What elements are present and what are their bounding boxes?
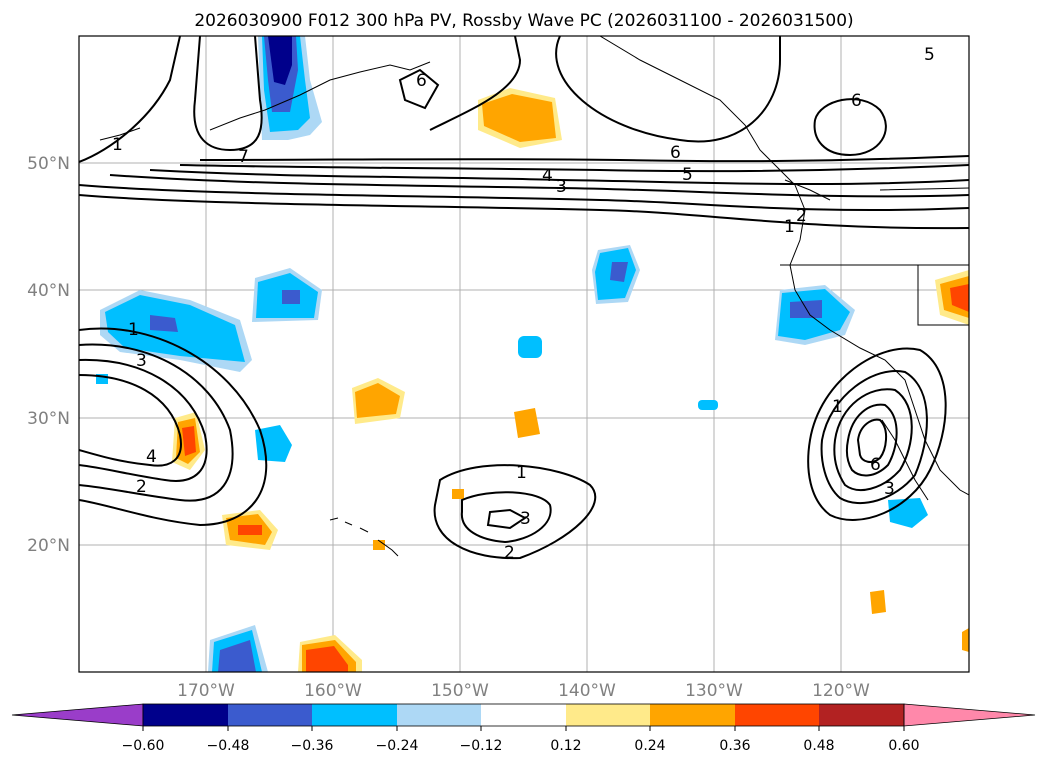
contour-central-high-2 <box>460 491 552 544</box>
contour-label-1-east: 1 <box>832 397 843 417</box>
contour-west-low-3 <box>79 358 208 482</box>
contour-label-2-central: 2 <box>504 543 515 563</box>
colorbar-tick-label: −0.24 <box>376 738 419 754</box>
contour-central-high-3 <box>486 508 527 530</box>
map-frame <box>78 35 970 673</box>
lon-axis-labels: 170°W 160°W 150°W 140°W 130°W 120°W <box>177 681 870 701</box>
contour-west-low-2 <box>79 343 234 502</box>
colorbar-swatch-3 <box>312 704 397 726</box>
contour-label-3-band: 3 <box>556 177 567 197</box>
contour-label-5-northeast: 5 <box>924 45 935 65</box>
negative-anomaly-blob-mid-pacific <box>592 245 640 304</box>
contour-label-1-alaska: 1 <box>112 135 123 155</box>
lat-label-30n: 30°N <box>27 409 70 429</box>
gridlines <box>79 36 969 672</box>
contour-label-7-alaska: 7 <box>238 147 249 167</box>
contour-label-3-central: 3 <box>520 509 531 529</box>
figure-title: 2026030900 F012 300 hPa PV, Rossby Wave … <box>194 11 853 31</box>
contour-zonal-band-1 <box>79 194 969 230</box>
contour-east-low-3 <box>833 388 913 491</box>
colorbar-extend-high <box>903 703 1036 727</box>
colorbar-tick-label: 0.48 <box>803 738 834 754</box>
contour-label-4-west: 4 <box>146 447 157 467</box>
colorbar-tick-label: −0.36 <box>291 738 334 754</box>
colorbar-swatch-4 <box>397 704 481 726</box>
colorbar-tick-label: −0.60 <box>122 738 165 754</box>
contour-label-2-coast: 2 <box>796 206 807 226</box>
contour-alaska-trough <box>79 36 263 163</box>
colorbar-ticks <box>142 726 905 731</box>
contour-zonal-band-4 <box>149 169 969 186</box>
contour-label-1-west: 1 <box>128 320 139 340</box>
lon-label-120w: 120°W <box>812 681 870 701</box>
colorbar-swatch-2 <box>228 704 312 726</box>
contour-zonal-band-5 <box>179 164 969 173</box>
contour-central-high-1 <box>433 464 597 560</box>
contour-east-low-2 <box>820 370 928 505</box>
contour-label-4-band: 4 <box>542 166 553 186</box>
lon-label-160w: 160°W <box>304 681 362 701</box>
contour-zonal-band-3 <box>109 174 969 198</box>
colorbar-swatch-7 <box>650 704 735 726</box>
contour-label-6-east: 6 <box>870 455 881 475</box>
colorbar-swatch-6 <box>566 704 650 726</box>
lon-label-170w: 170°W <box>177 681 235 701</box>
map-panel: 1 3 4 2 1 3 2 4 3 5 6 2 1 6 6 5 7 1 6 3 <box>78 35 970 673</box>
colorbar-swatch-5 <box>481 704 566 726</box>
lat-label-40n: 40°N <box>27 281 70 301</box>
colorbar-tick-label: 0.12 <box>550 738 581 754</box>
positive-anomaly-blob-central <box>172 270 969 672</box>
lat-axis-labels: 50°N 40°N 30°N 20°N <box>27 154 70 556</box>
contour-label-6-north: 6 <box>416 71 427 91</box>
colorbar-swatch-8 <box>735 704 819 726</box>
lon-label-130w: 130°W <box>685 681 743 701</box>
coastlines <box>99 36 969 557</box>
contour-label-group: 1 3 4 2 1 3 2 4 3 5 6 2 1 6 6 5 7 1 6 3 <box>112 45 935 563</box>
lat-label-50n: 50°N <box>27 154 70 174</box>
contour-east-low-4 <box>845 403 898 477</box>
contour-label-1-central: 1 <box>516 463 527 483</box>
contour-lines <box>79 36 969 560</box>
positive-anomaly-blob-gulf-of-alaska <box>478 88 562 148</box>
colorbar-tick-label: −0.48 <box>207 738 250 754</box>
contour-label-2-west: 2 <box>136 477 147 497</box>
contour-east-low-1 <box>807 347 947 521</box>
negative-anomaly-blob-alaska <box>258 36 322 140</box>
contour-label-3-west: 3 <box>136 351 147 371</box>
contour-label-6-band: 6 <box>670 143 681 163</box>
negative-anomaly-blob-small <box>96 336 928 672</box>
contour-west-low-1 <box>79 327 268 527</box>
lon-label-150w: 150°W <box>431 681 489 701</box>
colorbar-swatch-9 <box>819 704 904 726</box>
negative-anomaly-blob-north-pacific <box>252 268 322 322</box>
contour-label-1-coast: 1 <box>784 217 795 237</box>
negative-anomaly-blob-west-pacific <box>100 290 252 372</box>
contour-closed-6-north <box>398 68 440 110</box>
colorbar-tick-label: 0.36 <box>719 738 750 754</box>
contour-closed-6-northeast <box>813 98 887 157</box>
colorbar-tick-label: 0.24 <box>634 738 665 754</box>
contour-zonal-band-6 <box>199 155 969 163</box>
contour-label-6-northeast: 6 <box>851 91 862 111</box>
colorbar-outline <box>142 703 905 727</box>
colorbar-tick-label: 0.60 <box>888 738 919 754</box>
contour-west-low-4 <box>79 374 182 467</box>
colorbar-extend-low <box>11 703 144 727</box>
contour-label-5-band: 5 <box>682 165 693 185</box>
contour-east-low-5 <box>856 418 887 463</box>
lat-label-20n: 20°N <box>27 536 70 556</box>
colorbar-swatch-1 <box>143 704 228 726</box>
contour-zonal-band-2 <box>79 184 969 212</box>
contour-closed-high-north <box>429 36 781 143</box>
colorbar: −0.60 −0.48 −0.36 −0.24 −0.12 0.12 0.24 … <box>11 703 1036 754</box>
colorbar-tick-label: −0.12 <box>460 738 503 754</box>
lon-label-140w: 140°W <box>558 681 616 701</box>
contour-label-3-east: 3 <box>884 479 895 499</box>
